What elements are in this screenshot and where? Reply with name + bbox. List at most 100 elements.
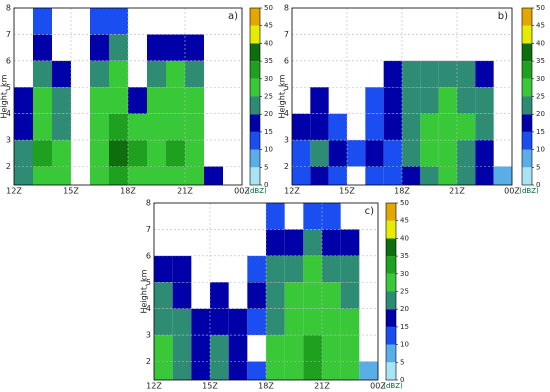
echo-cell: [383, 140, 402, 167]
echo-cell: [154, 335, 173, 362]
plot: [154, 203, 378, 380]
echo-cell: [303, 203, 322, 230]
echo-cell: [90, 113, 109, 141]
echo-cell: [210, 282, 229, 309]
echo-cell: [128, 113, 147, 141]
plot-frame: [13, 7, 243, 186]
colorbar-swatch: [522, 96, 532, 115]
colorbar-tick-label: 5: [400, 358, 404, 366]
echo-cell: [365, 140, 384, 167]
y-tick-label: 8: [6, 4, 11, 13]
colorbar-tick-label: 50: [264, 4, 273, 12]
echo-cell: [292, 113, 311, 141]
echo-cell: [340, 282, 360, 309]
colorbar-swatch: [522, 61, 532, 79]
echo-cell: [475, 140, 494, 167]
x-tick-label: 18Z: [394, 187, 410, 196]
echo-cell: [33, 8, 52, 35]
echo-cell: [322, 361, 341, 380]
colorbar-swatch: [386, 309, 396, 327]
echo-cell: [90, 140, 109, 167]
colorbar-swatch: [522, 114, 532, 132]
echo-cell: [284, 308, 304, 336]
echo-cell: [303, 361, 322, 380]
colorbar-swatch: [522, 78, 532, 97]
y-tick-label: 5: [6, 83, 11, 92]
echo-cell: [204, 166, 223, 185]
colorbar-swatch: [522, 131, 532, 150]
echo-cell: [303, 335, 322, 362]
echo-cell: [52, 87, 71, 114]
echo-cell: [347, 140, 366, 167]
plot-frame: [153, 202, 379, 381]
colorbar-swatch: [250, 61, 260, 79]
echo-cell: [90, 87, 109, 114]
x-tick-label: 18Z: [258, 382, 274, 391]
colorbar-tick-label: 20: [536, 110, 545, 118]
echo-cell: [457, 166, 476, 185]
echo-cell: [310, 140, 329, 167]
echo-cell: [109, 166, 128, 185]
colorbar-swatch: [386, 362, 396, 380]
echo-cell: [52, 60, 71, 88]
echo-cell: [420, 113, 439, 141]
echo-cell: [359, 361, 378, 380]
echo-cell: [365, 87, 384, 114]
echo-cell: [438, 87, 457, 114]
colorbar-swatch: [386, 238, 396, 257]
echo-cell: [210, 335, 229, 362]
echo-cell: [166, 60, 185, 88]
echo-cell: [402, 113, 421, 141]
echo-cell: [90, 34, 109, 61]
colorbar-tick-label: 20: [264, 110, 273, 118]
x-tick-label: 00Z: [234, 187, 250, 196]
colorbar-swatch: [386, 326, 396, 345]
echo-cell: [33, 113, 52, 141]
echo-cell: [266, 255, 285, 283]
echo-cell: [154, 361, 173, 380]
echo-cell: [191, 361, 210, 380]
echo-cell: [420, 60, 439, 88]
x-tick-label: 12Z: [146, 382, 162, 391]
colorbar-swatch: [522, 167, 532, 185]
panel-label: a): [228, 11, 238, 22]
panel-label: b): [498, 11, 508, 22]
colorbar-swatch: [386, 220, 396, 239]
x-tick-label: 15Z: [202, 382, 218, 391]
colorbar-tick-label: 45: [400, 217, 409, 225]
colorbar-tick-label: 30: [536, 75, 545, 83]
echo-cell: [328, 166, 347, 185]
colorbar-tick-label: 35: [400, 252, 409, 260]
colorbar-swatch: [522, 8, 532, 26]
echo-cell: [172, 308, 192, 336]
y-tick-label: 8: [284, 4, 289, 13]
echo-cell: [247, 255, 266, 283]
x-tick-label: 12Z: [284, 187, 300, 196]
echo-cell: [383, 166, 402, 185]
echo-cell: [33, 166, 52, 185]
echo-cell: [266, 335, 285, 362]
echo-cell: [247, 282, 266, 309]
echo-cell: [109, 8, 128, 35]
echo-cell: [457, 140, 476, 167]
echo-cell: [128, 140, 147, 167]
echo-cell: [420, 140, 439, 167]
echo-cell: [210, 361, 229, 380]
echo-cell: [185, 60, 204, 88]
echo-cell: [210, 308, 229, 336]
echo-cell: [402, 87, 421, 114]
echo-cell: [322, 255, 341, 283]
echo-cell: [90, 166, 109, 185]
echo-cell: [322, 335, 341, 362]
echo-cell: [109, 113, 128, 141]
colorbar-tick-label: 40: [264, 39, 273, 47]
echo-cell: [147, 87, 166, 114]
colorbar-tick-label: 50: [536, 4, 545, 12]
echo-cell: [383, 60, 402, 88]
y-tick-label: 6: [6, 56, 11, 65]
echo-cell: [266, 203, 285, 230]
echo-cell: [166, 34, 185, 61]
colorbar-swatch: [250, 78, 260, 97]
x-tick-label: 15Z: [339, 187, 355, 196]
echo-cell: [383, 87, 402, 114]
